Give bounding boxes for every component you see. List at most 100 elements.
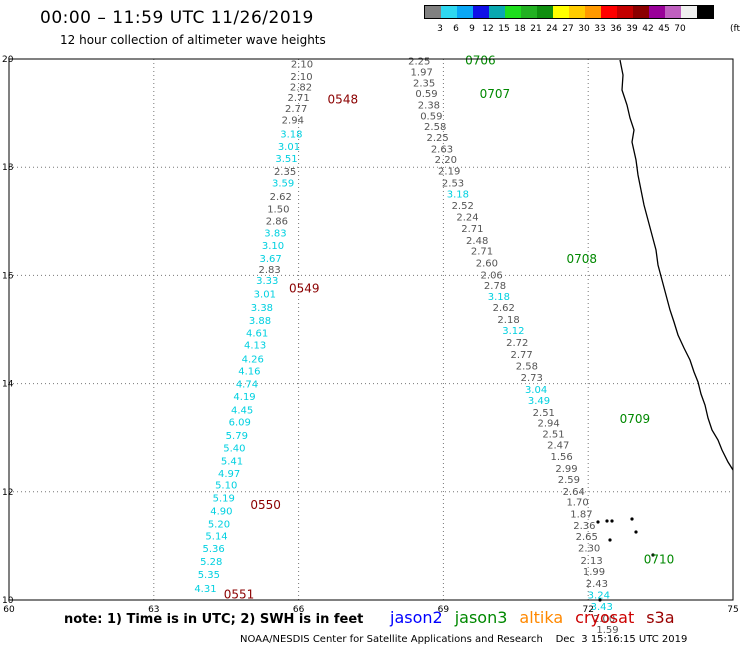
footer-credit: NOAA/NESDIS Center for Satellite Applica…: [240, 634, 688, 645]
legend-label: 21: [530, 24, 542, 34]
pass-time-label: 0709: [620, 412, 651, 426]
legend-label: 42: [642, 24, 654, 34]
wave-height-value: 5.28: [200, 557, 222, 568]
x-tick-label: 69: [438, 605, 450, 615]
pass-time-label: 0548: [328, 93, 359, 107]
legend-swatch: [473, 6, 489, 18]
wave-height-value: 2.10: [291, 59, 313, 70]
legend-label: 36: [610, 24, 622, 34]
legend-unit: (ft): [730, 24, 740, 34]
wave-height-value: 1.70: [566, 498, 588, 509]
legend-swatch: [601, 6, 617, 18]
wave-height-value: 2.71: [287, 93, 309, 104]
wave-height-value: 4.19: [233, 392, 255, 403]
wave-height-value: 2.83: [259, 265, 281, 276]
x-tick-label: 66: [293, 605, 305, 615]
wave-height-value: 5.79: [226, 431, 248, 442]
legend-label: 9: [469, 24, 475, 34]
wave-height-value: 3.49: [528, 396, 550, 407]
wave-height-value: 6.09: [229, 418, 251, 429]
wave-height-value: 3.67: [259, 254, 281, 265]
wave-height-value: 2.94: [282, 116, 304, 127]
wave-height-value: 2.63: [431, 144, 453, 155]
wave-height-value: 5.35: [198, 570, 220, 581]
wave-height-value: 2.62: [270, 192, 292, 203]
wave-height-value: 2.06: [481, 270, 503, 281]
legend-swatch: [505, 6, 521, 18]
legend-label: 30: [578, 24, 590, 34]
map-grid: [9, 59, 733, 600]
wave-height-value: 2.53: [442, 178, 464, 189]
legend-swatch: [617, 6, 633, 18]
pass-time-label: 0708: [566, 252, 597, 266]
wave-height-value: 2.13: [580, 556, 602, 567]
wave-height-value: 2.58: [424, 122, 446, 133]
wave-height-value: 5.19: [213, 493, 235, 504]
wave-height-value: 2.19: [438, 167, 460, 178]
legend-label: 39: [626, 24, 638, 34]
island-dot: [630, 517, 634, 521]
wave-height-value: 4.13: [244, 341, 266, 352]
legend-label: 6: [453, 24, 459, 34]
x-tick-label: 72: [582, 605, 593, 615]
wave-height-value: 2.43: [586, 579, 608, 590]
wave-height-value: 4.45: [231, 406, 253, 417]
wave-height-value: 3.51: [275, 154, 297, 165]
satellite-legend-jason2: jason2: [390, 608, 443, 627]
wave-height-value: 4.26: [242, 354, 264, 365]
wave-height-value: 2.77: [510, 350, 532, 361]
wave-height-value: 2.77: [285, 104, 307, 115]
wave-height-value: 4.31: [194, 584, 216, 595]
map-axes: 60 63 66 69 72 75 20 18 16 14 12 10: [2, 55, 739, 615]
wave-height-value: 3.12: [502, 326, 524, 337]
wave-height-value: 2.18: [497, 315, 519, 326]
island-dot: [608, 538, 612, 542]
island-dot: [634, 530, 638, 534]
y-tick-label: 12: [2, 488, 13, 498]
satellite-legend-s3a: s3a: [646, 608, 675, 627]
legend-color-bar: [424, 5, 714, 19]
legend-swatch: [697, 6, 713, 18]
y-tick-label: 14: [2, 380, 14, 390]
legend-labels: 3 6 9 12 15 18 21 24 27 30 33 36 39 42 45 70: [424, 24, 740, 36]
wave-height-value: 2.20: [435, 155, 457, 166]
wave-height-value: 3.04: [525, 385, 547, 396]
legend-swatch: [553, 6, 569, 18]
pass-time-label: 0706: [465, 54, 496, 68]
india-coastline: [619, 59, 734, 471]
wave-height-value: 3.18: [447, 189, 469, 200]
wave-height-value: 5.41: [221, 457, 243, 468]
wave-height-value: 2.59: [558, 475, 580, 486]
wave-height-value: 1.59: [596, 625, 618, 636]
legend-swatch: [425, 6, 441, 18]
wave-height-value: 2.60: [476, 258, 498, 269]
wave-height-value: 3.01: [278, 142, 300, 153]
wave-height-value: 3.59: [272, 178, 294, 189]
wave-height-value: 2.24: [456, 213, 478, 224]
wave-height-value: 2.47: [547, 440, 569, 451]
wave-height-value: 2.52: [452, 201, 474, 212]
wave-height-value: 2.82: [290, 83, 312, 94]
wave-height-value: 5.20: [208, 519, 230, 530]
legend-label: 27: [562, 24, 574, 34]
island-dot: [596, 520, 600, 524]
wave-height-value: 3.83: [264, 229, 286, 240]
wave-height-value: 2.64: [563, 487, 585, 498]
legend-swatch: [585, 6, 601, 18]
legend-label: 3: [437, 24, 443, 34]
wave-height-value: 2.71: [471, 247, 493, 258]
wave-height-value: 5.10: [215, 480, 237, 491]
wave-height-value: 2.62: [493, 303, 515, 314]
wave-height-value: 2.35: [274, 167, 296, 178]
legend-swatch: [537, 6, 553, 18]
coastline: [596, 59, 734, 602]
wave-height-value: 2.48: [466, 236, 488, 247]
pass-time-label: 0549: [289, 281, 320, 295]
pass-time-label: 0710: [644, 552, 675, 566]
pass-time-label: 0550: [250, 498, 281, 512]
wave-height-value: 4.74: [236, 380, 258, 391]
x-tick-label: 60: [3, 605, 15, 615]
wave-height-value: 2.72: [506, 338, 528, 349]
wave-height-value: 2.00: [593, 614, 615, 625]
